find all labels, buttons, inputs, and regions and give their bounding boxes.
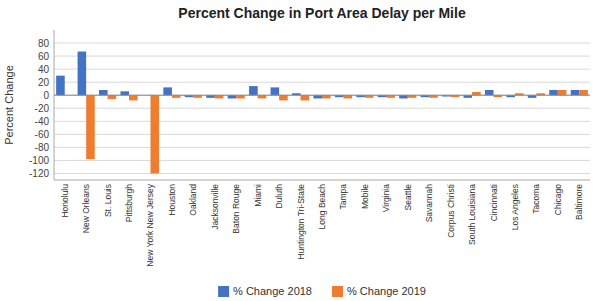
x-tick-label: Chicago [553, 184, 563, 215]
bar [558, 90, 567, 95]
x-tick-label: Mobile [360, 184, 370, 209]
x-tick-label: South Louisiana [467, 184, 477, 245]
y-tick-label: -80 [35, 142, 50, 153]
grid-line [54, 173, 590, 174]
legend: % Change 2018 % Change 2019 [218, 285, 426, 297]
x-tick-label: Corpus Christi [446, 184, 456, 238]
x-tick-label: Seattle [403, 184, 413, 211]
grid-line [54, 121, 590, 122]
x-tick-label: Pittsburgh [124, 184, 134, 223]
bar [56, 76, 65, 96]
bar [86, 95, 95, 159]
chart: Percent Change in Port Area Delay per Mi… [0, 0, 600, 301]
grid-line [54, 82, 590, 83]
bar [150, 95, 159, 173]
y-tick-label: -40 [35, 116, 50, 127]
x-tick-label: Los Angeles [510, 184, 520, 230]
bar [579, 90, 588, 95]
y-axis-label: Percent Change [3, 65, 15, 145]
x-tick-label: Houston [167, 184, 177, 216]
bar [571, 90, 580, 95]
grid-line [54, 95, 590, 96]
grid-line [54, 147, 590, 148]
x-tick-label: Baltimore [574, 184, 584, 220]
grid-line [54, 160, 590, 161]
x-tick-label: Honolulu [60, 184, 70, 218]
grid-line [54, 56, 590, 57]
y-tick-label: -20 [35, 103, 50, 114]
bar [271, 87, 280, 95]
y-tick-label: -120 [29, 168, 49, 179]
x-tick-label: Huntington Tri-State [296, 184, 306, 260]
x-tick-label: Virginia [381, 184, 391, 212]
y-tick-label: -100 [29, 155, 49, 166]
x-tick-label: Baton Rouge [231, 184, 241, 234]
bar [78, 52, 87, 96]
y-tick-label: -60 [35, 129, 50, 140]
x-tick-label: St. Louis [103, 184, 113, 217]
y-tick-label: 0 [43, 90, 49, 101]
x-tick-label: Long Beach [317, 184, 327, 230]
grid [54, 43, 590, 173]
bar [120, 91, 129, 95]
x-tick-label: Duluth [274, 184, 284, 209]
x-tick-label: Savannah [424, 184, 434, 223]
x-tick-label: Tacoma [531, 184, 541, 214]
bar [129, 95, 138, 100]
x-tick-label: New Orleans [81, 184, 91, 233]
bar [108, 95, 117, 99]
bar [279, 95, 288, 100]
x-tick-label: Miami [253, 184, 263, 207]
legend-swatch [218, 286, 229, 297]
y-tick-label: 40 [38, 64, 50, 75]
x-axis-line [54, 180, 590, 181]
y-axis-line [54, 30, 55, 180]
bar [485, 90, 494, 95]
bar [99, 90, 108, 95]
x-tick-label: Cincinnati [489, 184, 499, 221]
title: Percent Change in Port Area Delay per Mi… [178, 5, 466, 21]
x-tick-label: Jacksonville [210, 184, 220, 230]
bar [549, 90, 558, 95]
y-tick-label: 60 [38, 51, 50, 62]
legend-item: % Change 2019 [332, 285, 426, 297]
x-tick-label: Oakland [188, 184, 198, 216]
legend-swatch [332, 286, 343, 297]
grid-line [54, 134, 590, 135]
y-tick-label: 80 [38, 38, 50, 49]
grid-line [54, 43, 590, 44]
bars [56, 52, 588, 174]
bar [301, 95, 310, 100]
legend-label: % Change 2019 [347, 285, 426, 297]
x-tick-label: New York New Jersey [145, 183, 155, 266]
bar [163, 87, 172, 95]
zero-line [54, 95, 590, 96]
grid-line [54, 69, 590, 70]
x-tick-label: Tampa [338, 184, 348, 210]
bar [249, 86, 258, 95]
y-tick-label: 20 [38, 77, 50, 88]
legend-item: % Change 2018 [218, 285, 312, 297]
legend-label: % Change 2018 [233, 285, 312, 297]
grid-line [54, 108, 590, 109]
